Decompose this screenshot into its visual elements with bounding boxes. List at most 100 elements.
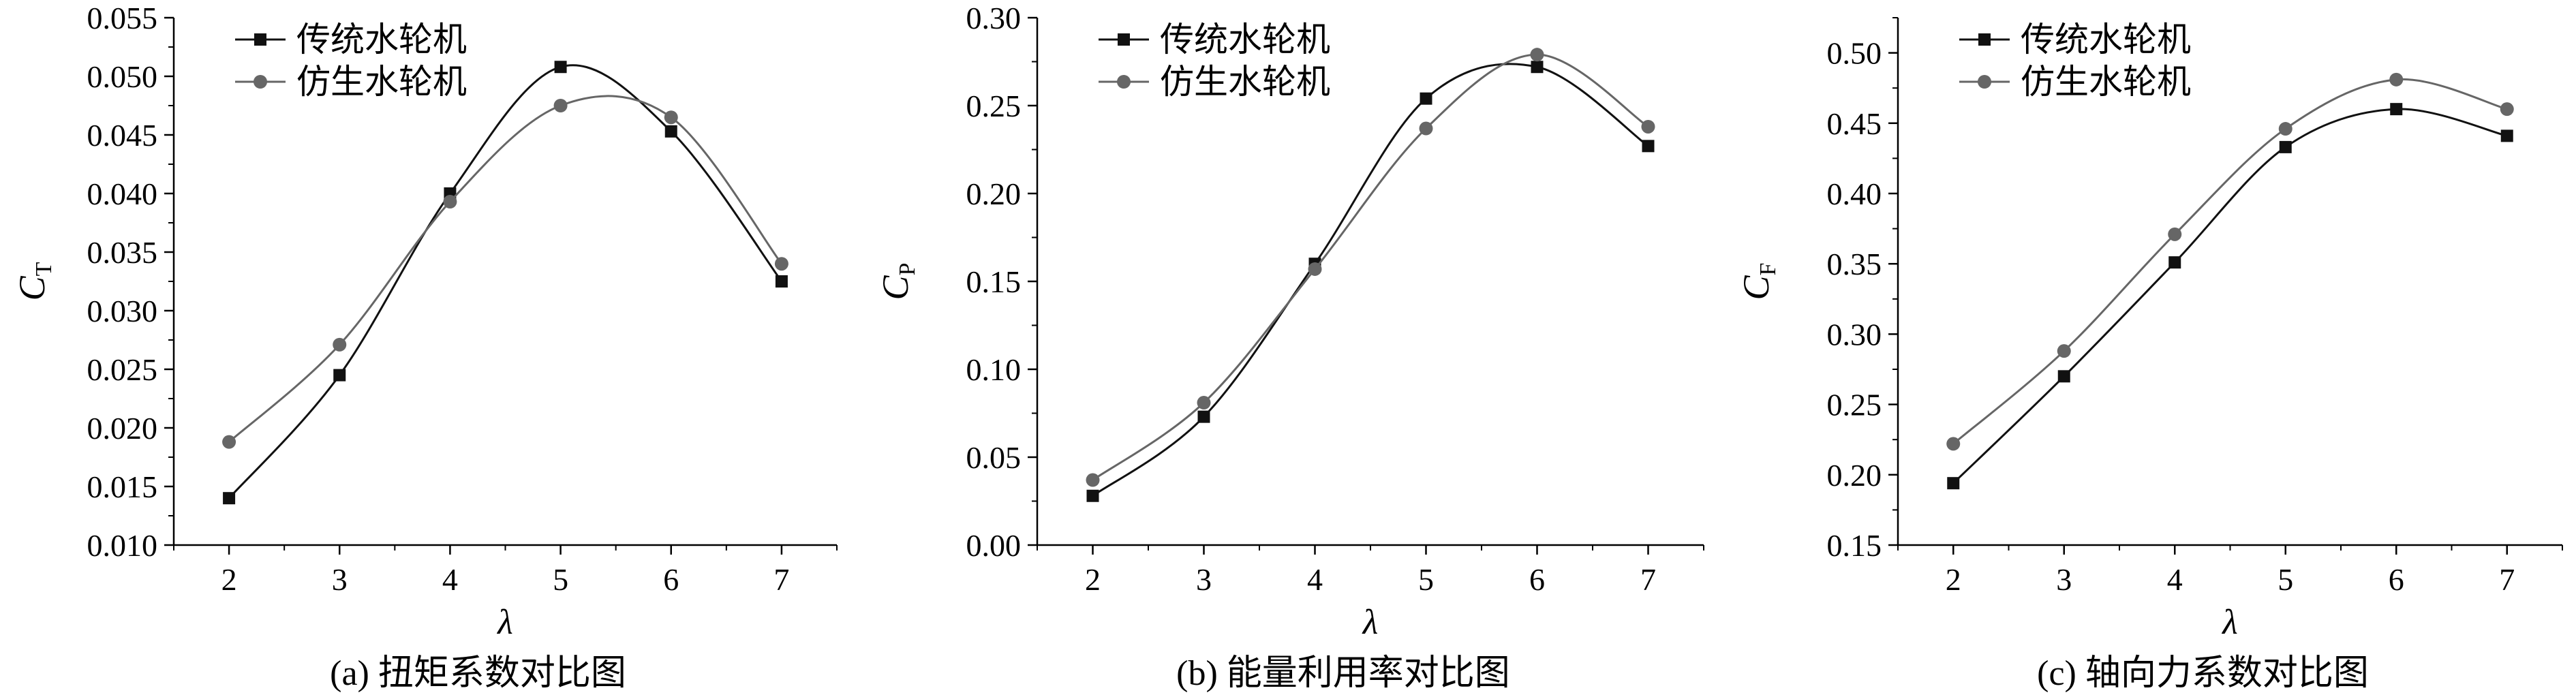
data-point (333, 369, 346, 382)
x-axis-label: λ (2221, 603, 2238, 642)
legend-label: 传统水轮机 (296, 20, 467, 59)
data-point (2057, 344, 2071, 358)
series-2 (1086, 48, 1655, 487)
data-point (664, 125, 677, 138)
y-axis-label-subscript: T (31, 262, 57, 276)
chart-caption: (b) 能量利用率对比图 (1176, 654, 1510, 693)
data-point (443, 195, 457, 209)
y-tick-label: 0.35 (1827, 247, 1882, 281)
data-point (2278, 122, 2293, 136)
y-tick-label: 0.25 (966, 89, 1022, 123)
data-point (1197, 396, 1211, 410)
data-point (774, 257, 788, 271)
y-tick-label: 0.30 (966, 1, 1022, 35)
y-tick-label: 0.030 (87, 294, 158, 328)
x-tick-label: 4 (2167, 562, 2183, 597)
y-tick-label: 0.00 (966, 528, 1022, 563)
legend-label: 仿生水轮机 (2021, 63, 2191, 101)
legend-marker (1118, 33, 1130, 46)
y-axis-label: CP (875, 263, 920, 300)
x-tick-label: 5 (2278, 562, 2293, 597)
x-tick-label: 5 (1418, 562, 1434, 597)
y-tick-label: 0.50 (1827, 36, 1882, 71)
data-point (1308, 262, 1322, 276)
y-tick-label: 0.035 (87, 235, 158, 270)
y-axis-label-subscript: P (895, 263, 920, 276)
data-point (333, 337, 347, 352)
series-2 (1946, 72, 2514, 451)
x-tick-label: 7 (1640, 562, 1656, 597)
y-tick-label: 0.020 (87, 411, 158, 446)
data-point (775, 275, 788, 288)
data-point (2500, 102, 2514, 117)
data-point (1420, 92, 1432, 105)
x-axis-label: λ (1362, 603, 1379, 642)
series-2 (222, 95, 788, 449)
chart-caption: (c) 轴向力系数对比图 (2037, 654, 2369, 693)
data-point (553, 99, 568, 112)
y-tick-label: 0.20 (966, 176, 1022, 211)
series-1 (1947, 103, 2513, 490)
y-tick-label: 0.045 (87, 118, 158, 153)
data-point (2390, 103, 2403, 116)
legend-label: 仿生水轮机 (296, 63, 467, 101)
y-axis-label-text: CF (1736, 263, 1781, 300)
x-tick-label: 7 (773, 562, 789, 597)
data-point (664, 110, 678, 125)
y-tick-label: 0.040 (87, 176, 158, 211)
x-axis-label: λ (496, 603, 513, 642)
series-line (1952, 78, 2508, 445)
x-tick-label: 2 (221, 562, 237, 597)
legend-marker (1978, 33, 1991, 46)
y-tick-label: 0.40 (1827, 176, 1882, 211)
data-point (1531, 61, 1544, 74)
y-tick-label: 0.10 (966, 352, 1022, 387)
data-point (223, 492, 236, 505)
chart-panel-1: 0.010 0.015 0.020 0.025 0.030 0.035 0.040 0.045… (12, 1, 838, 693)
y-tick-label: 0.15 (1827, 528, 1882, 563)
y-tick-label: 0.25 (1827, 388, 1882, 422)
y-tick-label: 0.055 (87, 1, 158, 35)
y-tick-label: 0.45 (1827, 106, 1882, 141)
y-tick-label: 0.050 (87, 59, 158, 94)
legend-label: 传统水轮机 (2021, 20, 2191, 59)
data-point (2279, 140, 2292, 153)
x-tick-label: 7 (2499, 562, 2515, 597)
data-point (2057, 370, 2070, 383)
legend-marker (1978, 75, 1991, 89)
chart-caption: (a) 扭矩系数对比图 (330, 654, 626, 693)
data-point (1419, 121, 1433, 136)
data-point (2500, 129, 2513, 142)
data-point (1086, 489, 1099, 502)
data-point (1197, 410, 1210, 423)
data-point (1946, 437, 1961, 451)
x-tick-label: 5 (553, 562, 568, 597)
y-axis-label-subscript: F (1755, 263, 1781, 276)
x-tick-label: 4 (442, 562, 458, 597)
legend-label: 仿生水轮机 (1160, 63, 1330, 101)
legend-marker (254, 33, 266, 46)
data-point (1641, 119, 1655, 134)
y-axis-label-text: CP (875, 263, 920, 300)
y-axis-label: CT (12, 262, 57, 300)
x-tick-label: 2 (1085, 562, 1101, 597)
x-tick-label: 6 (1529, 562, 1545, 597)
y-tick-label: 0.015 (87, 469, 158, 504)
data-point (2168, 227, 2182, 241)
series-1 (1086, 61, 1655, 502)
x-tick-label: 2 (1946, 562, 1961, 597)
data-point (2168, 256, 2181, 269)
series-line (1092, 53, 1649, 481)
legend-marker (254, 75, 267, 89)
data-point (2389, 72, 2404, 87)
chart-panel-3: 0.15 0.20 0.25 0.30 0.35 0.40 0.45 0.50 2 3 4 5 6 7 λ C… (1736, 17, 2563, 693)
data-point (1086, 473, 1100, 487)
y-tick-label: 0.20 (1827, 458, 1882, 493)
series-line (1952, 108, 2508, 484)
data-point (1947, 477, 1960, 490)
y-tick-label: 0.30 (1827, 317, 1882, 352)
y-axis-label-text: CT (12, 262, 57, 300)
